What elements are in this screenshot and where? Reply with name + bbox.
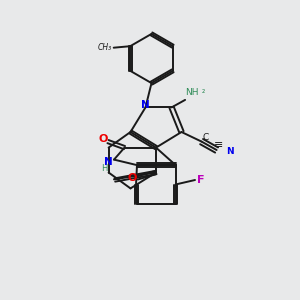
Text: F: F — [197, 175, 204, 185]
Text: O: O — [99, 134, 108, 144]
Text: ≡: ≡ — [214, 140, 224, 150]
Text: ₂: ₂ — [202, 86, 205, 95]
Text: C: C — [203, 134, 209, 142]
Text: NH: NH — [185, 88, 199, 97]
Text: CH₃: CH₃ — [98, 43, 112, 52]
Text: N: N — [141, 100, 150, 110]
Text: O: O — [128, 173, 137, 183]
Text: N: N — [104, 157, 113, 167]
Text: N: N — [226, 147, 234, 156]
Text: H: H — [101, 164, 108, 172]
